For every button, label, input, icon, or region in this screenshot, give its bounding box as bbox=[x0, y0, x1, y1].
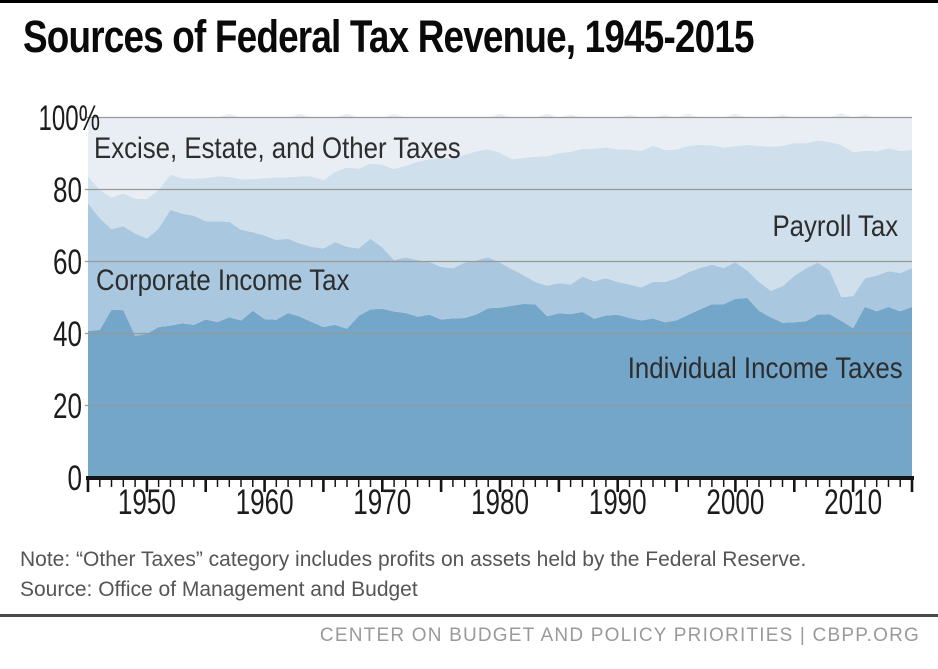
x-tick-label-1990: 1990 bbox=[589, 483, 647, 522]
x-tick-label-2010: 2010 bbox=[824, 483, 882, 522]
x-tick-label-1950: 1950 bbox=[118, 483, 176, 522]
label-payroll-tax: Payroll Tax bbox=[772, 210, 898, 243]
y-tick-label-60: 60 bbox=[53, 243, 82, 282]
label-individual-income-taxes: Individual Income Taxes bbox=[628, 352, 903, 385]
x-tick-label-1960: 1960 bbox=[236, 483, 294, 522]
x-tick-label-1980: 1980 bbox=[471, 483, 529, 522]
area-individual-income-taxes bbox=[88, 297, 912, 478]
area-excise-estate-and-other-taxes bbox=[88, 113, 912, 199]
note-text: Note: “Other Taxes” category includes pr… bbox=[20, 548, 807, 571]
x-tick-label-2000: 2000 bbox=[706, 483, 764, 522]
x-tick-label-1970: 1970 bbox=[353, 483, 411, 522]
top-accent-bar bbox=[0, 0, 938, 3]
label-corporate-income-tax: Corporate Income Tax bbox=[96, 264, 350, 297]
area-series-group bbox=[88, 113, 912, 478]
label-excise-estate-other-taxes: Excise, Estate, and Other Taxes bbox=[94, 132, 461, 165]
area-corporate-income-tax bbox=[88, 203, 912, 336]
footer-branding: CENTER ON BUDGET AND POLICY PRIORITIES |… bbox=[319, 625, 920, 646]
x-axis-group bbox=[86, 476, 914, 492]
area-payroll-tax bbox=[88, 140, 912, 298]
tick-labels-group: 1950 1960 1970 1980 1990 2000 2010 0 20 40 60 80 100… bbox=[39, 99, 883, 522]
y-tick-label-80: 80 bbox=[53, 171, 82, 210]
y-tick-label-20: 20 bbox=[53, 387, 82, 426]
y-tick-label-100: 100% bbox=[39, 99, 101, 138]
y-tick-label-0: 0 bbox=[68, 459, 83, 498]
source-text: Source: Office of Management and Budget bbox=[20, 578, 418, 601]
chart-title: Sources of Federal Tax Revenue, 1945-201… bbox=[23, 11, 755, 62]
gridlines-group bbox=[85, 116, 912, 407]
footer-divider bbox=[0, 614, 938, 617]
y-tick-label-40: 40 bbox=[53, 315, 82, 354]
x-axis-line bbox=[86, 476, 914, 480]
